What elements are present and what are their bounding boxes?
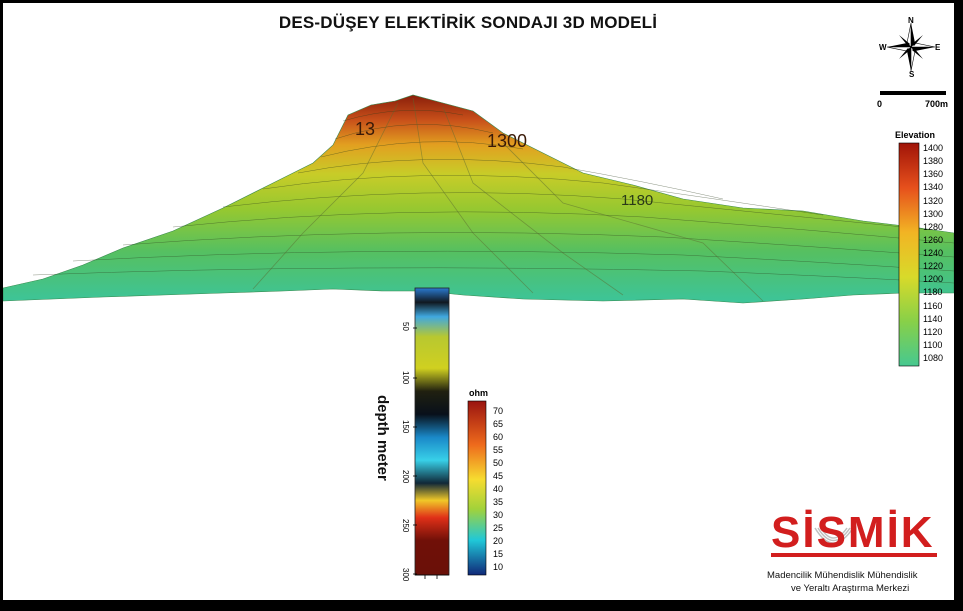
- elevation-tick: 1320: [923, 195, 944, 206]
- terrain-scene: 13 1300 1180: [3, 22, 954, 579]
- logo-text: SİSMİK: [771, 508, 935, 557]
- elevation-tick: 1240: [923, 248, 944, 258]
- elevation-tick: 1080: [923, 353, 944, 363]
- terrain-surface: [3, 94, 954, 304]
- elevation-colorbar: [898, 142, 920, 367]
- elevation-tick: 1160: [923, 300, 943, 311]
- elevation-tick: 1380: [923, 156, 944, 167]
- elevation-tick: 1300: [923, 208, 944, 219]
- logo-wave-icon: [814, 527, 854, 544]
- ohm-tick: 40: [493, 484, 504, 494]
- page-title: DES-DÜŞEY ELEKTİRİK SONDAJI 3D MODELİ: [278, 13, 658, 32]
- elevation-tick: 1200: [923, 274, 944, 285]
- elevation-tick: 1100: [923, 339, 943, 350]
- logo-underline: [771, 553, 937, 557]
- depth-tick: 300: [401, 568, 410, 582]
- depth-tick: 150: [401, 420, 410, 434]
- ohm-tick: 45: [493, 471, 504, 481]
- ohm-tick: 10: [493, 562, 504, 572]
- figure-canvas: DES-DÜŞEY ELEKTİRİK SONDAJI 3D MODELİ: [3, 3, 954, 600]
- org-line-2: ve Yeraltı Araştırma Merkezi: [791, 583, 910, 594]
- ohm-tick: 20: [493, 536, 504, 546]
- elevation-title: Elevation: [895, 130, 936, 140]
- contour-lines: [32, 109, 954, 284]
- elevation-tick: 1180: [923, 287, 943, 298]
- compass-east: E: [935, 43, 941, 52]
- terrain-label-2: 1300: [487, 131, 527, 151]
- org-line-1: Madencilik Mühendislik Mühendislik: [767, 570, 918, 581]
- elevation-tick: 1260: [923, 234, 944, 245]
- terrain-label-1: 13: [355, 119, 375, 139]
- elevation-tick: 1120: [923, 326, 943, 337]
- borehole-column: [414, 287, 450, 576]
- ohm-tick: 50: [493, 458, 504, 468]
- scale-start: 0: [877, 99, 883, 109]
- ohm-title: ohm: [469, 388, 488, 398]
- ohm-tick: 30: [493, 510, 504, 520]
- ohm-tick: 35: [493, 497, 504, 507]
- elevation-tick: 1360: [923, 169, 944, 180]
- ohm-tick: 15: [493, 549, 504, 559]
- ohm-tick: 70: [493, 406, 504, 416]
- depth-axis-ticks: [413, 327, 449, 579]
- depth-tick: 50: [401, 322, 410, 331]
- ohm-tick: 65: [493, 419, 504, 429]
- compass-rose-icon: [886, 22, 936, 72]
- terrain-label-3: 1180: [621, 192, 653, 209]
- compass-west: W: [879, 43, 887, 52]
- compass-north: N: [908, 16, 914, 25]
- elevation-tick: 1280: [923, 221, 944, 232]
- ohm-tick: 25: [493, 523, 504, 533]
- elevation-tick: 1140: [923, 313, 943, 324]
- scale-bar: [880, 91, 946, 95]
- elevation-tick: 1220: [923, 261, 944, 272]
- depth-tick: 100: [401, 371, 410, 385]
- depth-tick: 250: [401, 518, 410, 533]
- elevation-tick: 1340: [923, 182, 944, 193]
- scale-end: 700m: [925, 99, 949, 109]
- ohm-tick: 60: [493, 432, 504, 442]
- depth-axis-title: depth meter: [374, 395, 391, 481]
- compass-south: S: [909, 70, 915, 79]
- sismik-logo: SİSMİK: [771, 511, 946, 561]
- elevation-tick: 1400: [923, 143, 944, 153]
- depth-tick: 200: [401, 469, 410, 483]
- resistivity-colorbar: [467, 400, 487, 576]
- ohm-tick: 55: [493, 445, 504, 455]
